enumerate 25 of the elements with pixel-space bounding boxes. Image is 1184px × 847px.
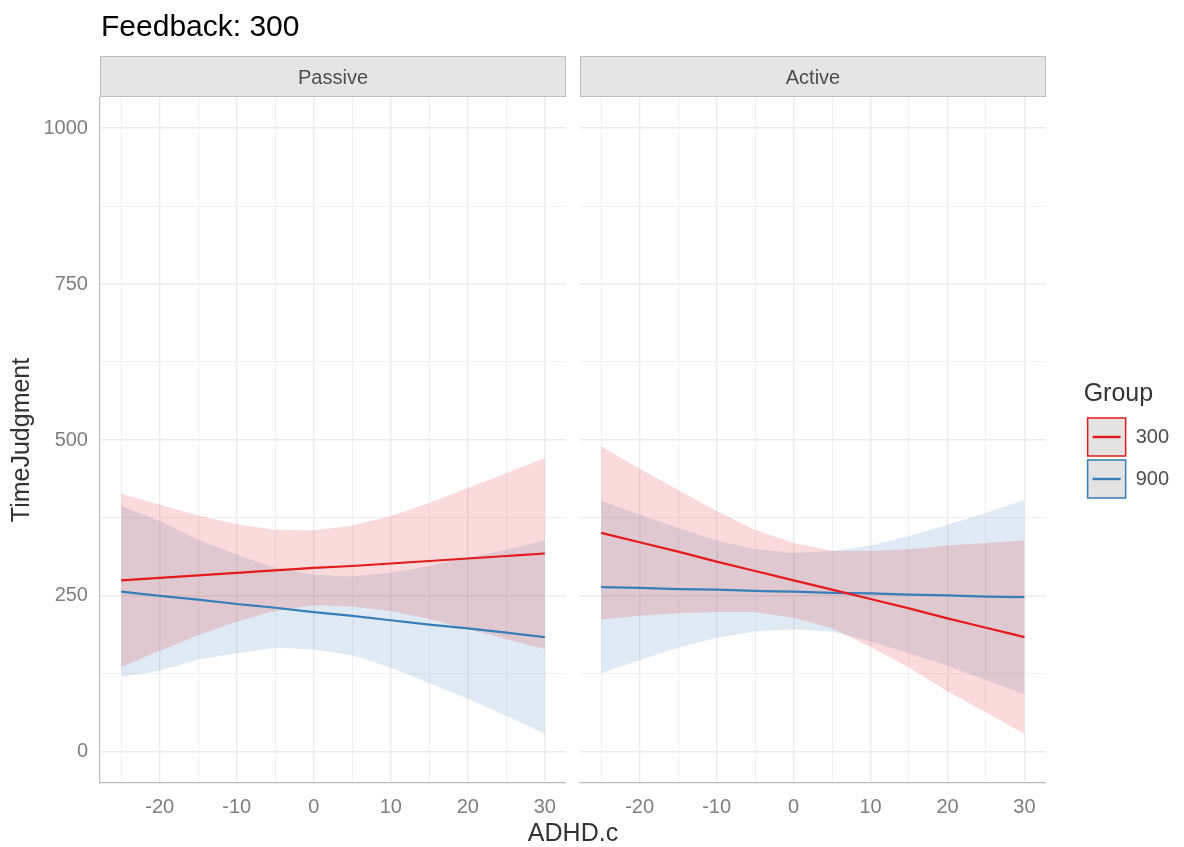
x-tick-label: 0 (308, 794, 320, 817)
x-tick-label: 20 (936, 794, 959, 817)
x-tick-label: 20 (456, 794, 479, 817)
x-tick-label: 30 (533, 794, 556, 817)
chart-subtitle: Passive (297, 64, 369, 89)
y-axis-title: TimeJudgment (5, 357, 34, 523)
chart-subtitle: Active (785, 64, 841, 89)
x-tick-label: 30 (1013, 794, 1036, 817)
x-tick-label: -10 (222, 794, 252, 817)
x-tick-label: -20 (145, 794, 175, 817)
legend-label: 300 (1135, 424, 1170, 447)
x-tick-label: -20 (625, 794, 655, 817)
x-tick-label: -10 (702, 794, 732, 817)
y-tick-label: 1000 (43, 115, 88, 138)
y-tick-label: 0 (76, 739, 88, 762)
x-axis-title: ADHD.c (527, 818, 619, 846)
y-tick-label: 250 (54, 583, 88, 606)
x-tick-label: 0 (788, 794, 800, 817)
x-tick-label: 10 (379, 794, 402, 817)
x-tick-label: 10 (859, 794, 882, 817)
y-tick-label: 500 (54, 427, 88, 450)
chart-title: Feedback: 300 (101, 9, 300, 42)
y-tick-label: 750 (54, 271, 88, 294)
legend-label: 900 (1135, 466, 1170, 489)
legend-title: Group (1083, 378, 1154, 407)
